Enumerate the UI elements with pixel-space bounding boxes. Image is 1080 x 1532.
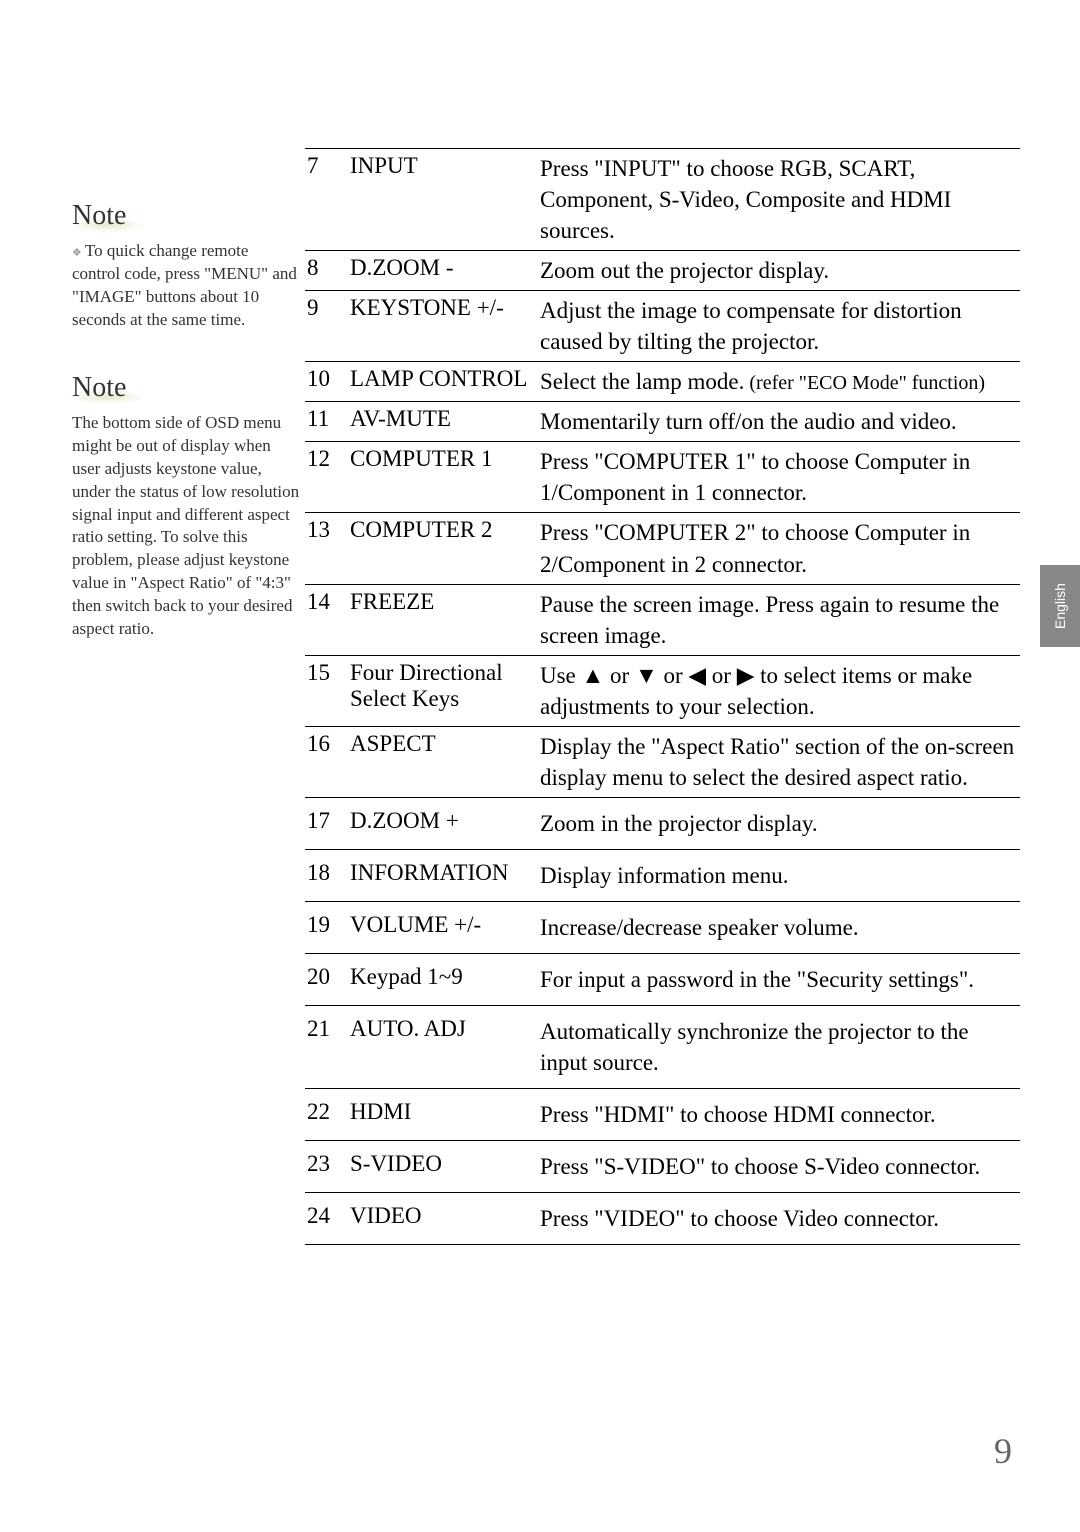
table-row: 13COMPUTER 2Press "COMPUTER 2" to choose… <box>305 513 1020 584</box>
table-row: 8D.ZOOM -Zoom out the projector display. <box>305 251 1020 291</box>
row-number: 23 <box>305 1151 350 1182</box>
note-text-1: ❖To quick change remote control code, pr… <box>72 240 300 332</box>
row-description: Adjust the image to compensate for disto… <box>540 295 1020 357</box>
row-number: 7 <box>305 153 350 246</box>
row-description: Zoom out the projector display. <box>540 255 1020 286</box>
row-number: 24 <box>305 1203 350 1234</box>
row-label: AV-MUTE <box>350 406 540 437</box>
row-number: 22 <box>305 1099 350 1130</box>
row-label: FREEZE <box>350 589 540 651</box>
row-description: Pause the screen image. Press again to r… <box>540 589 1020 651</box>
row-number: 21 <box>305 1016 350 1078</box>
note-1-body: To quick change remote control code, pre… <box>72 241 297 329</box>
page-number: 9 <box>994 1430 1012 1472</box>
sidebar-notes: Note ❖To quick change remote control cod… <box>72 200 300 681</box>
row-label: Four Directional Select Keys <box>350 660 540 722</box>
note-text-2: The bottom side of OSD menu might be out… <box>72 412 300 641</box>
table-row: 18INFORMATIONDisplay information menu. <box>305 850 1020 902</box>
row-label: HDMI <box>350 1099 540 1130</box>
row-label: D.ZOOM + <box>350 808 540 839</box>
row-label: INFORMATION <box>350 860 540 891</box>
table-row: 10LAMP CONTROLSelect the lamp mode. (ref… <box>305 362 1020 402</box>
table-row: 22HDMIPress "HDMI" to choose HDMI connec… <box>305 1089 1020 1141</box>
row-number: 19 <box>305 912 350 943</box>
row-description: Momentarily turn off/on the audio and vi… <box>540 406 1020 437</box>
function-table: 7INPUTPress "INPUT" to choose RGB, SCART… <box>305 148 1020 1245</box>
row-label: KEYSTONE +/- <box>350 295 540 357</box>
row-number: 8 <box>305 255 350 286</box>
row-label: VIDEO <box>350 1203 540 1234</box>
row-description: Display the "Aspect Ratio" section of th… <box>540 731 1020 793</box>
row-number: 18 <box>305 860 350 891</box>
row-number: 20 <box>305 964 350 995</box>
row-description: Press "VIDEO" to choose Video connector. <box>540 1203 1020 1234</box>
row-description: Press "S-VIDEO" to choose S-Video connec… <box>540 1151 1020 1182</box>
table-row: 24VIDEOPress "VIDEO" to choose Video con… <box>305 1193 1020 1245</box>
row-number: 16 <box>305 731 350 793</box>
table-row: 19VOLUME +/-Increase/decrease speaker vo… <box>305 902 1020 954</box>
diamond-icon: ❖ <box>72 247 82 259</box>
table-row: 14FREEZEPause the screen image. Press ag… <box>305 585 1020 656</box>
row-description: Press "HDMI" to choose HDMI connector. <box>540 1099 1020 1130</box>
table-row: 12COMPUTER 1Press "COMPUTER 1" to choose… <box>305 442 1020 513</box>
table-row: 15Four Directional Select KeysUse ▲ or ▼… <box>305 656 1020 727</box>
row-description: Select the lamp mode. (refer "ECO Mode" … <box>540 366 1020 397</box>
row-number: 15 <box>305 660 350 722</box>
row-number: 11 <box>305 406 350 437</box>
row-description: For input a password in the "Security se… <box>540 964 1020 995</box>
note-header-1: Note <box>72 200 300 232</box>
row-description: Press "COMPUTER 1" to choose Computer in… <box>540 446 1020 508</box>
row-label: D.ZOOM - <box>350 255 540 286</box>
row-description: Automatically synchronize the projector … <box>540 1016 1020 1078</box>
table-row: 17D.ZOOM +Zoom in the projector display. <box>305 798 1020 850</box>
row-label: COMPUTER 2 <box>350 517 540 579</box>
row-label: LAMP CONTROL <box>350 366 540 397</box>
row-number: 17 <box>305 808 350 839</box>
row-number: 10 <box>305 366 350 397</box>
row-description: Zoom in the projector display. <box>540 808 1020 839</box>
table-row: 21AUTO. ADJAutomatically synchronize the… <box>305 1006 1020 1089</box>
note-header-2: Note <box>72 372 300 404</box>
row-description: Display information menu. <box>540 860 1020 891</box>
row-label: VOLUME +/- <box>350 912 540 943</box>
row-description: Increase/decrease speaker volume. <box>540 912 1020 943</box>
row-description: Use ▲ or ▼ or ◀ or ▶ to select items or … <box>540 660 1020 722</box>
row-description: Press "INPUT" to choose RGB, SCART, Comp… <box>540 153 1020 246</box>
row-label: INPUT <box>350 153 540 246</box>
row-number: 9 <box>305 295 350 357</box>
table-row: 20Keypad 1~9For input a password in the … <box>305 954 1020 1006</box>
table-row: 16ASPECTDisplay the "Aspect Ratio" secti… <box>305 727 1020 798</box>
row-label: ASPECT <box>350 731 540 793</box>
table-row: 23S-VIDEOPress "S-VIDEO" to choose S-Vid… <box>305 1141 1020 1193</box>
row-label: S-VIDEO <box>350 1151 540 1182</box>
row-description: Press "COMPUTER 2" to choose Computer in… <box>540 517 1020 579</box>
row-number: 13 <box>305 517 350 579</box>
table-row: 7INPUTPress "INPUT" to choose RGB, SCART… <box>305 148 1020 251</box>
table-row: 11AV-MUTEMomentarily turn off/on the aud… <box>305 402 1020 442</box>
language-tab: English <box>1040 565 1080 647</box>
row-number: 14 <box>305 589 350 651</box>
row-number: 12 <box>305 446 350 508</box>
row-label: Keypad 1~9 <box>350 964 540 995</box>
row-label: COMPUTER 1 <box>350 446 540 508</box>
row-label: AUTO. ADJ <box>350 1016 540 1078</box>
table-row: 9KEYSTONE +/-Adjust the image to compens… <box>305 291 1020 362</box>
